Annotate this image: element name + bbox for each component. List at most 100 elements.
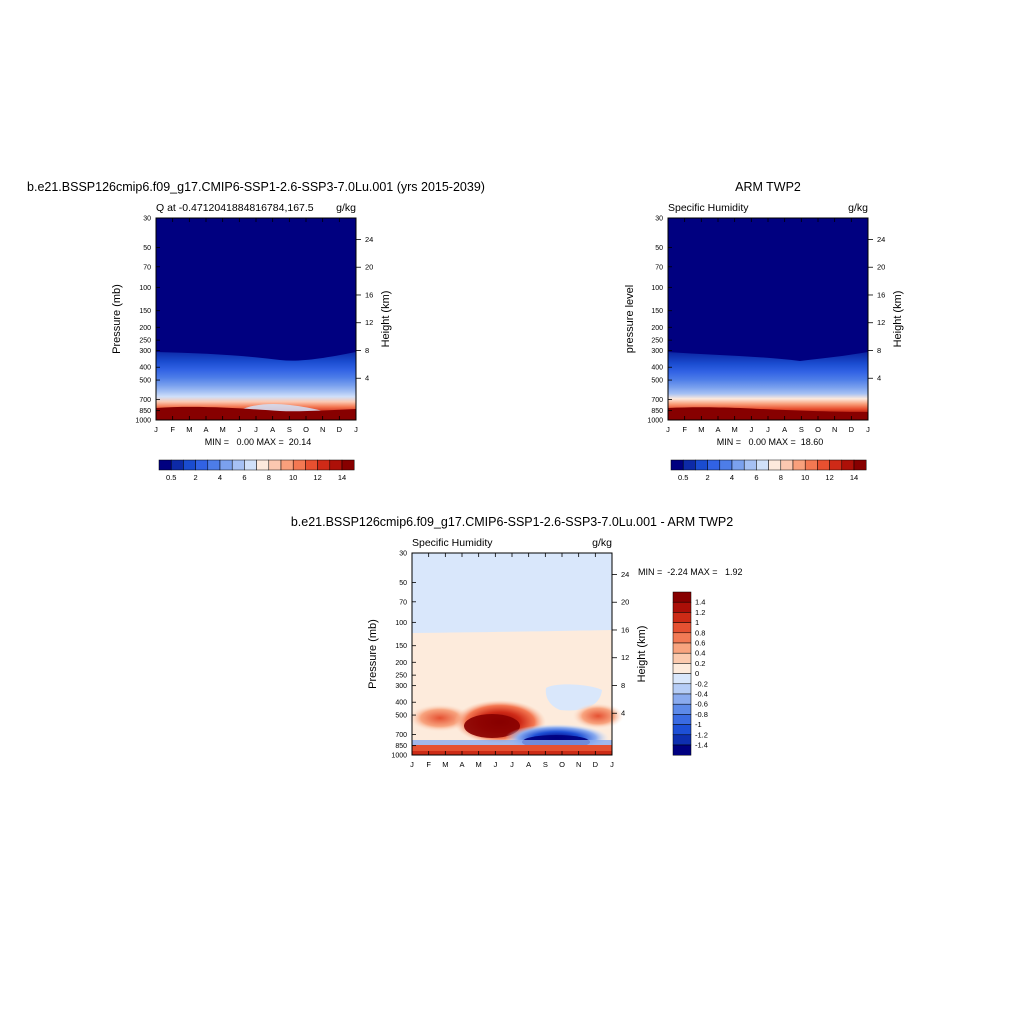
x-tick-label: M bbox=[442, 760, 448, 769]
height-tick-label: 12 bbox=[621, 653, 629, 662]
y-tick-label: 1000 bbox=[647, 418, 663, 425]
y-tick-label: 850 bbox=[395, 743, 407, 750]
colorbar-swatch bbox=[158, 459, 172, 471]
colorbar-label: 14 bbox=[338, 473, 346, 482]
colorbar-label: 8 bbox=[267, 473, 271, 482]
y-tick-label: 70 bbox=[143, 264, 151, 271]
colorbar-swatch bbox=[183, 459, 196, 471]
colorbar-swatch bbox=[853, 459, 867, 471]
y-tick-label: 300 bbox=[651, 348, 663, 355]
x-tick-label: M bbox=[220, 425, 226, 434]
y-tick-label: 150 bbox=[139, 308, 151, 315]
panel-obs-ylabel: pressure level bbox=[624, 285, 636, 353]
x-tick-label: J bbox=[510, 760, 514, 769]
x-tick-label: J bbox=[666, 425, 670, 434]
panel-model-height-ticks: 4 8 12 16 20 24 bbox=[356, 235, 373, 383]
colorbar-swatch bbox=[341, 459, 355, 471]
colorbar-label: 12 bbox=[313, 473, 321, 482]
panel-obs-right-label: g/kg bbox=[848, 202, 868, 214]
colorbar-swatch bbox=[672, 652, 692, 664]
height-tick-label: 16 bbox=[365, 290, 373, 299]
y-tick-label: 1000 bbox=[135, 418, 151, 425]
x-tick-label: A bbox=[782, 425, 787, 434]
colorbar-swatch bbox=[244, 459, 257, 471]
colorbar-label: 1 bbox=[695, 618, 699, 627]
y-tick-label: 100 bbox=[651, 285, 663, 292]
panel-obs-left-label: Specific Humidity bbox=[668, 202, 749, 214]
x-tick-label: F bbox=[170, 425, 175, 434]
colorbar-label: 4 bbox=[218, 473, 222, 482]
panel-diff-right-label: g/kg bbox=[592, 537, 612, 549]
panel-diff: b.e21.BSSP126cmip6.f09_g17.CMIP6-SSP1-2.… bbox=[291, 515, 743, 769]
colorbar-swatch bbox=[280, 459, 294, 471]
colorbar-swatch bbox=[672, 693, 692, 705]
colorbar-swatch bbox=[672, 632, 692, 644]
colorbar-swatch bbox=[817, 459, 830, 471]
panel-diff-y-ticks: 30 50 70 100 150 200 250 300 400 500 700 850 1000 bbox=[391, 551, 416, 760]
panel-diff-ylabel-right: Height (km) bbox=[636, 626, 648, 683]
height-tick-label: 20 bbox=[877, 263, 885, 272]
x-tick-label: J bbox=[237, 425, 241, 434]
colorbar-swatch bbox=[672, 744, 692, 756]
colorbar-label: 1.4 bbox=[695, 598, 705, 607]
x-tick-label: J bbox=[866, 425, 870, 434]
colorbar-label: -0.8 bbox=[695, 710, 708, 719]
x-tick-label: J bbox=[749, 425, 753, 434]
colorbar-swatch bbox=[672, 734, 692, 746]
colorbar-swatch bbox=[195, 459, 209, 471]
height-tick-label: 24 bbox=[877, 235, 885, 244]
panel-model-ylabel-right: Height (km) bbox=[380, 291, 392, 348]
x-tick-label: A bbox=[203, 425, 208, 434]
panel-obs-y-ticks: 30 50 70 100 150 200 250 300 400 500 700 850 1000 bbox=[647, 216, 672, 425]
panel-model-field bbox=[156, 218, 356, 420]
x-tick-label: N bbox=[832, 425, 837, 434]
x-tick-label: N bbox=[576, 760, 581, 769]
colorbar-label: 2 bbox=[706, 473, 710, 482]
colorbar-swatch bbox=[768, 459, 782, 471]
panel-model-left-label: Q at -0.4712041884816784,167.5 bbox=[156, 202, 314, 214]
x-tick-label: S bbox=[543, 760, 548, 769]
colorbar-swatch bbox=[841, 459, 855, 471]
colorbar-swatch bbox=[292, 459, 306, 471]
colorbar-swatch bbox=[707, 459, 721, 471]
panel-model: b.e21.BSSP126cmip6.f09_g17.CMIP6-SSP1-2.… bbox=[27, 180, 485, 482]
colorbar-swatch bbox=[829, 459, 843, 471]
panel-obs: ARM TWP2 Specific Humidity g/kg J F M A M J J A… bbox=[624, 180, 904, 482]
height-tick-label: 16 bbox=[877, 290, 885, 299]
colorbar-label: 0.2 bbox=[695, 659, 705, 668]
panel-diff-colorbar: 1.41.210.80.60.40.20-0.2-0.4-0.6-0.8-1-1… bbox=[672, 591, 708, 756]
height-tick-label: 24 bbox=[621, 570, 629, 579]
x-tick-label: S bbox=[799, 425, 804, 434]
colorbar-swatch bbox=[804, 459, 818, 471]
colorbar-swatch bbox=[672, 591, 692, 603]
y-tick-label: 200 bbox=[651, 325, 663, 332]
y-tick-label: 100 bbox=[395, 620, 407, 627]
colorbar-swatch bbox=[670, 459, 684, 471]
colorbar-label: 6 bbox=[242, 473, 246, 482]
panel-obs-ylabel-right: Height (km) bbox=[892, 291, 904, 348]
colorbar-label: 14 bbox=[850, 473, 858, 482]
y-tick-label: 1000 bbox=[391, 753, 407, 760]
colorbar-label: 6 bbox=[754, 473, 758, 482]
panel-model-title: b.e21.BSSP126cmip6.f09_g17.CMIP6-SSP1-2.… bbox=[27, 180, 485, 194]
colorbar-label: 1.2 bbox=[695, 608, 705, 617]
colorbar-label: 0 bbox=[695, 669, 699, 678]
colorbar-swatch bbox=[792, 459, 806, 471]
y-tick-label: 30 bbox=[399, 551, 407, 558]
panel-diff-ylabel: Pressure (mb) bbox=[367, 619, 379, 689]
y-tick-label: 300 bbox=[395, 683, 407, 690]
colorbar-label: 0.8 bbox=[695, 628, 705, 637]
x-tick-label: J bbox=[154, 425, 158, 434]
y-tick-label: 250 bbox=[651, 338, 663, 345]
height-tick-label: 8 bbox=[877, 346, 881, 355]
height-tick-label: 16 bbox=[621, 625, 629, 634]
x-tick-label: O bbox=[303, 425, 309, 434]
y-tick-label: 70 bbox=[655, 264, 663, 271]
y-tick-label: 500 bbox=[395, 713, 407, 720]
colorbar-label: -1.4 bbox=[695, 741, 708, 750]
panel-obs-title: ARM TWP2 bbox=[735, 180, 801, 194]
y-tick-label: 250 bbox=[395, 673, 407, 680]
height-tick-label: 20 bbox=[365, 263, 373, 272]
panel-model-stats: MIN = 0.00 MAX = 20.14 bbox=[205, 437, 312, 447]
